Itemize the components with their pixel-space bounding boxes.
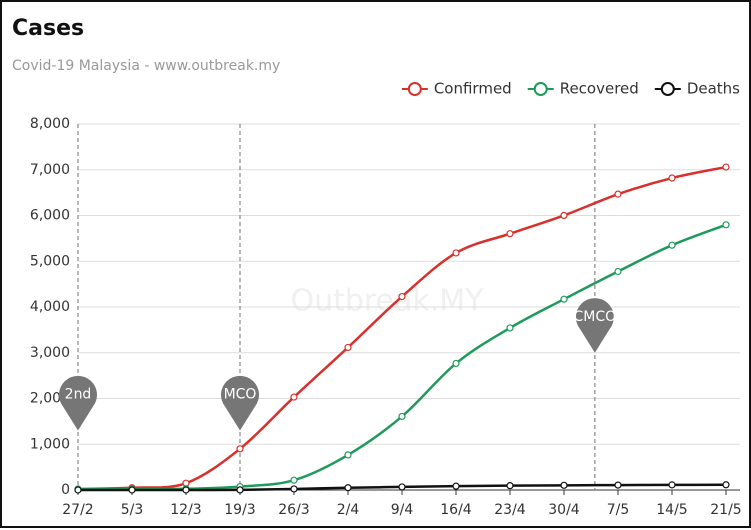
data-point <box>236 486 244 494</box>
annotation-pin <box>58 375 97 431</box>
data-point <box>128 486 136 494</box>
watermark: Outbreak.MY <box>290 284 484 319</box>
y-tick-label: 3,000 <box>30 345 70 361</box>
y-tick-label: 8,000 <box>30 116 70 132</box>
data-point <box>398 412 406 421</box>
y-tick-label: 6,000 <box>30 208 70 224</box>
data-point <box>722 221 730 229</box>
data-point <box>668 481 676 489</box>
x-tick-label: 21/5 <box>710 502 741 518</box>
x-tick-label: 23/4 <box>494 502 526 518</box>
data-point <box>344 343 352 352</box>
data-point <box>290 476 298 484</box>
x-tick-label: 2/4 <box>337 502 360 518</box>
x-tick-label: 30/4 <box>548 502 580 518</box>
data-point <box>344 451 352 459</box>
x-tick-label: 26/3 <box>278 502 309 518</box>
x-tick-label: 5/3 <box>121 502 144 518</box>
x-tick-label: 16/4 <box>440 502 472 518</box>
data-point <box>668 241 676 249</box>
legend-label: Deaths <box>687 80 740 98</box>
x-tick-label: 12/3 <box>170 502 201 518</box>
legend-icon <box>660 82 675 96</box>
series-line <box>77 223 727 491</box>
data-point <box>290 393 298 401</box>
annotation-pin <box>575 298 614 353</box>
data-point <box>452 249 460 257</box>
data-point <box>506 324 514 332</box>
x-tick-label: 19/3 <box>224 502 255 518</box>
data-point <box>506 230 514 238</box>
data-point <box>560 211 568 220</box>
chart-title: Cases <box>12 16 84 41</box>
data-point <box>290 485 298 493</box>
data-point <box>74 486 82 494</box>
legend-label: Recovered <box>560 80 639 98</box>
annotation-pin <box>221 375 259 431</box>
data-point <box>452 359 460 368</box>
y-tick-label: 7,000 <box>30 162 70 178</box>
annotation-label: CMCO <box>574 309 617 325</box>
x-tick-label: 27/2 <box>62 502 93 518</box>
data-point <box>506 482 514 490</box>
data-point <box>236 445 244 453</box>
data-point <box>722 163 730 171</box>
data-point <box>614 267 622 276</box>
legend-icon <box>407 82 422 96</box>
data-point <box>182 486 190 494</box>
y-tick-label: 5,000 <box>30 253 70 269</box>
x-tick-label: 14/5 <box>656 502 687 518</box>
annotation-label: 2nd <box>65 387 92 403</box>
y-tick-label: 0 <box>61 482 70 498</box>
legend-label: Confirmed <box>434 80 512 98</box>
data-point <box>560 481 568 489</box>
data-point <box>560 295 568 303</box>
x-tick-label: 9/4 <box>391 502 414 518</box>
data-point <box>398 292 406 301</box>
y-tick-label: 4,000 <box>30 299 70 315</box>
data-point <box>614 481 622 489</box>
annotation-label: MCO <box>224 387 257 403</box>
y-tick-label: 1,000 <box>30 436 70 452</box>
x-tick-label: 7/5 <box>607 502 630 518</box>
chart-subtitle: Covid-19 Malaysia - www.outbreak.my <box>12 58 280 74</box>
data-point <box>452 482 460 490</box>
data-point <box>344 484 352 492</box>
data-point <box>398 483 406 491</box>
data-point <box>722 481 730 489</box>
legend-icon <box>533 82 548 96</box>
data-point <box>668 174 676 182</box>
data-point <box>614 190 622 198</box>
